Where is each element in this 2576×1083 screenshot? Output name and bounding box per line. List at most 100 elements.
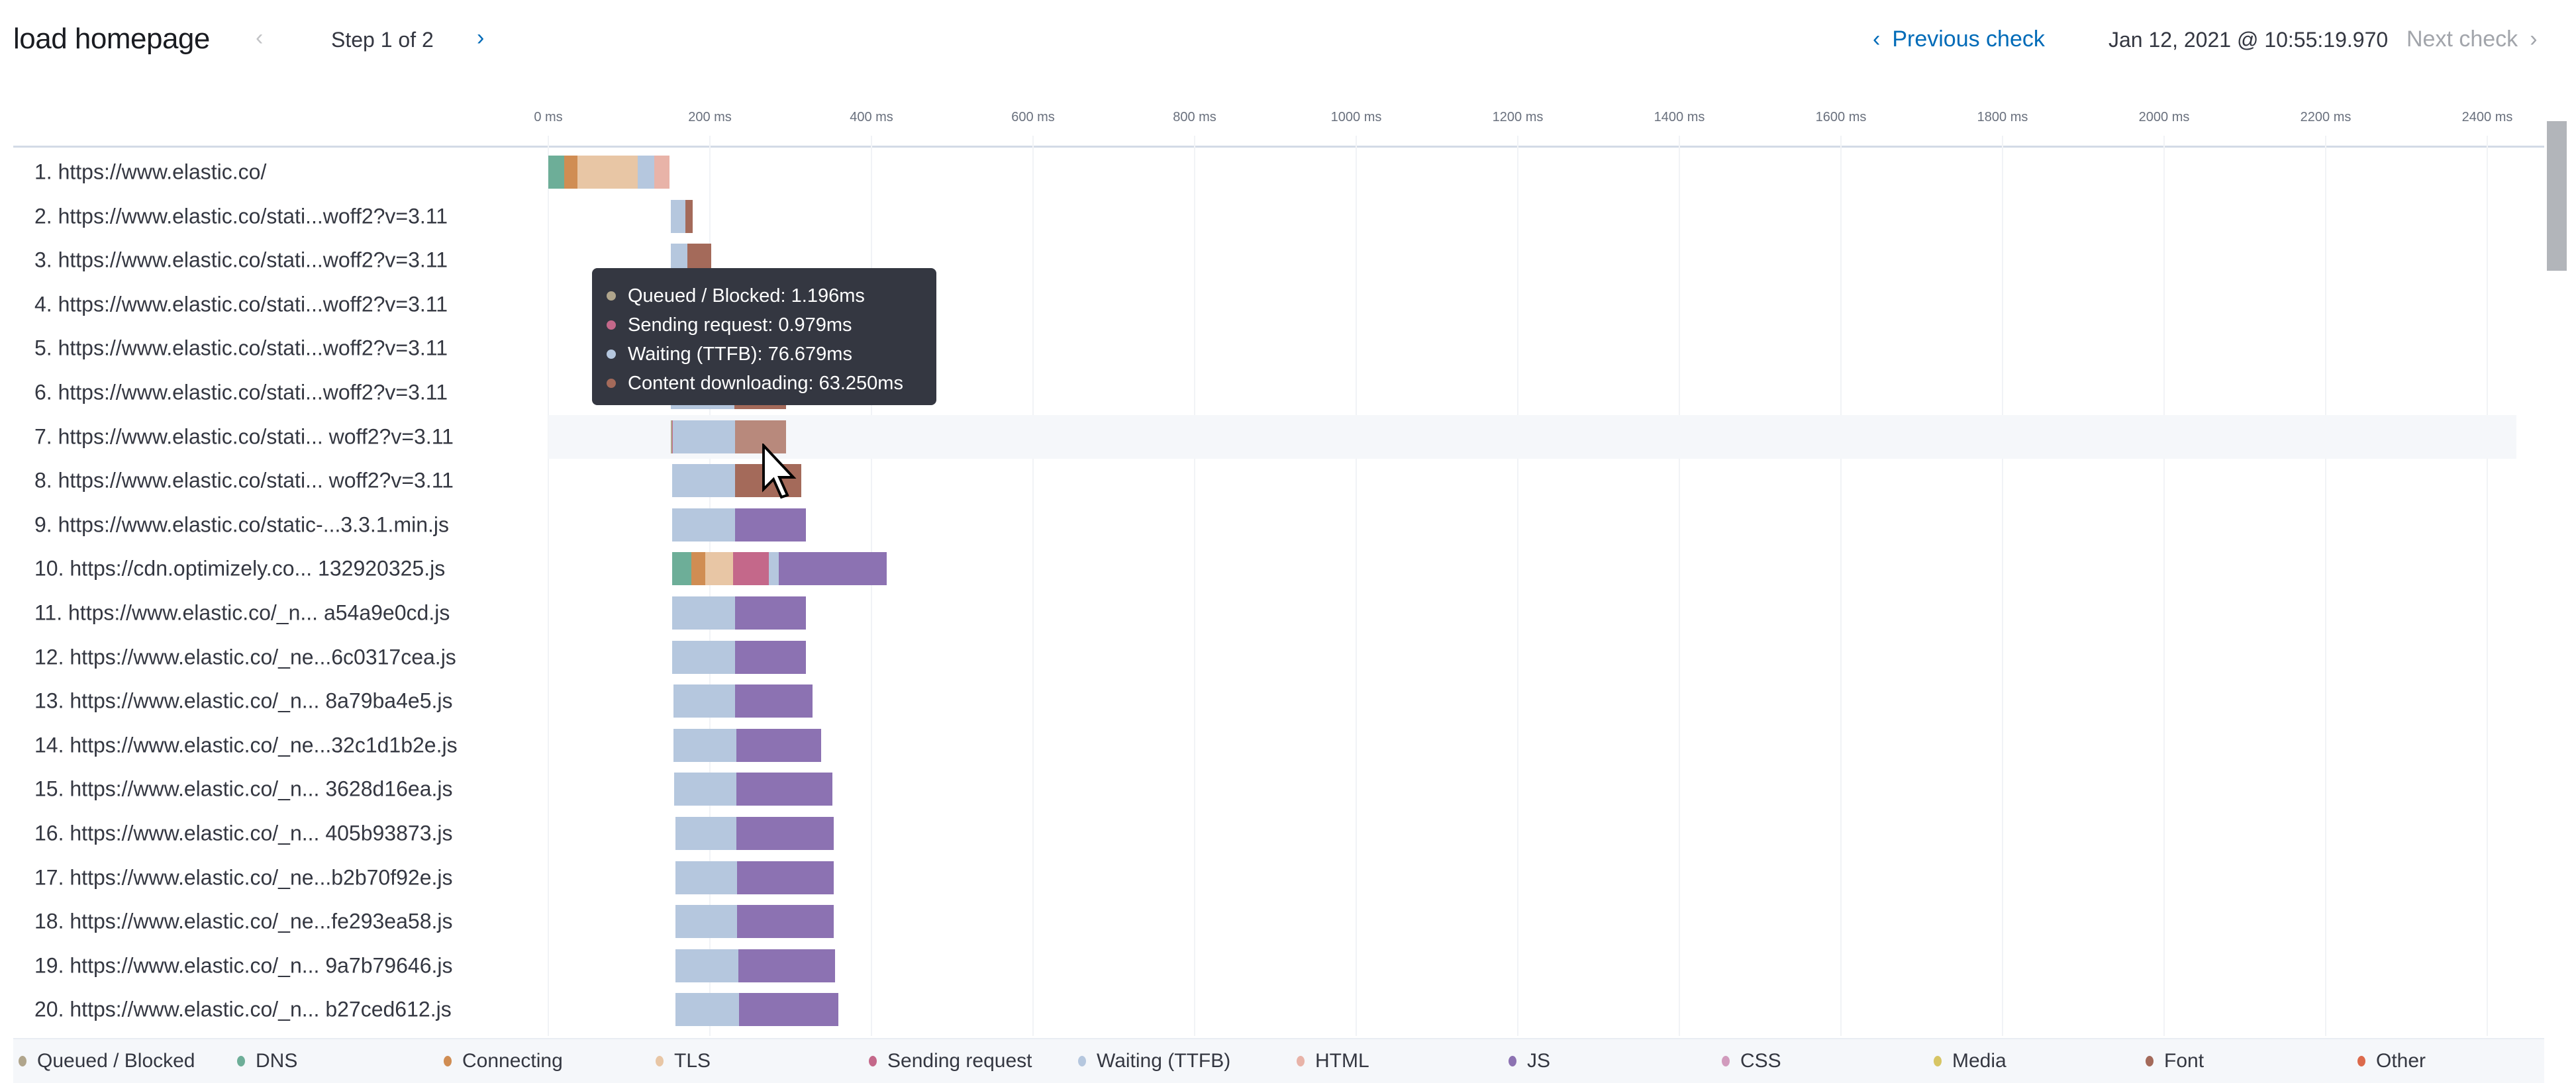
axis-tick-label: 2400 ms [2461,110,2513,124]
legend-bar [13,1038,2544,1083]
legend-item-other: Other [2357,1050,2426,1072]
legend-dot-icon [2146,1056,2154,1066]
waterfall-bar[interactable] [548,156,669,189]
axis-tick-label: 1200 ms [1492,110,1544,124]
grid-line [2163,136,2165,1036]
request-url-label[interactable]: 3. https://www.elastic.co/stati...woff2?… [34,248,448,272]
request-url-label[interactable]: 12. https://www.elastic.co/_ne...6c0317c… [34,645,456,669]
hovered-row-highlight [548,414,2516,459]
axis-tick-label: 2200 ms [2300,110,2352,124]
legend-item-media: Media [1934,1050,2006,1072]
bar-segment-js [736,773,833,806]
waterfall-bar[interactable] [675,993,838,1027]
legend-label: Font [2164,1050,2204,1072]
waterfall-bar[interactable] [674,773,833,806]
legend-label: CSS [1740,1050,1781,1072]
request-url-label[interactable]: 1. https://www.elastic.co/ [34,160,267,184]
waterfall-bar[interactable] [675,949,836,982]
bar-segment-js [737,905,834,939]
grid-line [1840,136,1842,1036]
grid-line [1194,136,1195,1036]
grid-line [871,136,872,1036]
request-url-label[interactable]: 18. https://www.elastic.co/_ne...fe293ea… [34,909,453,933]
previous-check-button[interactable]: ‹ Previous check [1873,26,2045,52]
request-url-label[interactable]: 4. https://www.elastic.co/stati...woff2?… [34,292,448,316]
request-url-label[interactable]: 7. https://www.elastic.co/stati... woff2… [34,424,454,449]
legend-label: Sending request [887,1050,1032,1072]
bar-segment-waiting [671,596,735,630]
request-url-label[interactable]: 10. https://cdn.optimizely.co... 1329203… [34,556,446,581]
legend-item-waiting-ttfb: Waiting (TTFB) [1078,1050,1230,1072]
bar-segment-js [737,861,834,894]
grid-line [2487,136,2488,1036]
tooltip-item-label: Content downloading: 63.250ms [628,372,903,394]
vertical-scrollbar-thumb[interactable] [2547,121,2567,271]
legend-dot-icon [1509,1056,1516,1066]
axis-tick-label: 2000 ms [2138,110,2190,124]
request-url-label[interactable]: 6. https://www.elastic.co/stati...woff2?… [34,380,448,404]
request-url-label[interactable]: 17. https://www.elastic.co/_ne...b2b70f9… [34,865,453,890]
next-check-button[interactable]: Next check › [2406,26,2538,52]
waterfall-bar[interactable] [673,684,813,718]
legend-dot-icon [2357,1056,2365,1066]
waterfall-bar[interactable] [671,508,807,542]
bar-segment-font [685,199,693,233]
legend-item-js: JS [1509,1050,1550,1072]
bar-segment-connecting [564,156,577,189]
bar-segment-waiting [675,817,737,850]
next-step-chevron-icon[interactable]: › [477,25,485,50]
waterfall-bar[interactable] [675,905,834,939]
previous-check-label: Previous check [1892,26,2045,52]
legend-item-css: CSS [1722,1050,1781,1072]
waterfall-bar[interactable] [671,596,807,630]
legend-label: HTML [1315,1050,1369,1072]
waterfall-bar[interactable] [675,817,834,850]
request-url-label[interactable]: 8. https://www.elastic.co/stati... woff2… [34,468,454,493]
legend-label: JS [1527,1050,1551,1072]
grid-line [2002,136,2003,1036]
grid-line [1679,136,1680,1036]
request-url-label[interactable]: 2. https://www.elastic.co/stati...woff2?… [34,204,448,228]
chevron-right-icon: › [2530,26,2538,52]
legend-label: Media [1952,1050,2006,1072]
bar-segment-waiting [675,905,738,939]
legend-item-sending-request: Sending request [869,1050,1032,1072]
bar-segment-font [734,420,786,453]
bar-segment-sending [733,552,769,586]
request-url-label[interactable]: 16. https://www.elastic.co/_n... 405b938… [34,821,453,845]
waterfall-bar[interactable] [671,552,887,586]
bar-segment-waiting [675,861,738,894]
bar-segment-tls [577,156,638,189]
request-url-label[interactable]: 9. https://www.elastic.co/static-...3.3.… [34,512,449,537]
axis-tick-label: 1800 ms [1977,110,2028,124]
chevron-left-icon: ‹ [1873,26,1881,52]
bar-segment-waiting [675,949,738,982]
grid-line [709,136,711,1036]
tooltip-item-waiting: Waiting (TTFB): 76.679ms [607,340,936,369]
bar-segment-waiting [671,464,735,498]
request-url-label[interactable]: 5. https://www.elastic.co/stati...woff2?… [34,336,448,360]
legend-label: Connecting [462,1050,563,1072]
waterfall-bar[interactable] [675,861,834,894]
waiting-dot-icon [607,350,616,359]
waterfall-bar[interactable] [673,728,822,762]
tooltip-item-content-downloading: Content downloading: 63.250ms [607,369,936,398]
next-check-label: Next check [2406,26,2518,52]
grid-line [1356,136,1357,1036]
bar-segment-waiting [673,420,735,453]
bar-segment-connecting [691,552,705,586]
waterfall-bar[interactable] [671,199,693,233]
bar-segment-html [654,156,669,189]
request-url-label[interactable]: 14. https://www.elastic.co/_ne...32c1d1b… [34,733,458,757]
legend-item-html: HTML [1297,1050,1369,1072]
waterfall-bar[interactable] [671,420,786,453]
tooltip-item-queued: Queued / Blocked: 1.196ms [607,281,936,310]
waterfall-bar[interactable] [671,640,807,674]
bar-segment-dns [548,156,565,189]
request-url-label[interactable]: 15. https://www.elastic.co/_n... 3628d16… [34,777,453,801]
request-url-label[interactable]: 20. https://www.elastic.co/_n... b27ced6… [34,997,452,1021]
previous-step-chevron-icon[interactable]: ‹ [256,25,264,50]
request-url-label[interactable]: 11. https://www.elastic.co/_n... a54a9e0… [34,600,450,625]
request-url-label[interactable]: 19. https://www.elastic.co/_n... 9a7b796… [34,953,453,978]
request-url-label[interactable]: 13. https://www.elastic.co/_n... 8a79ba4… [34,688,453,713]
